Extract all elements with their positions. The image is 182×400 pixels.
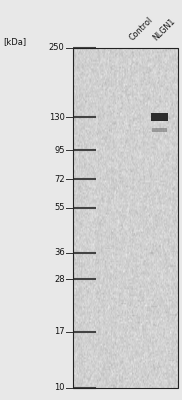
Bar (144, 260, 146, 262)
Bar (169, 360, 174, 361)
Bar (109, 261, 116, 262)
Bar (118, 315, 124, 316)
Bar (149, 299, 153, 302)
Bar (130, 315, 137, 316)
Bar (157, 367, 159, 368)
Bar (170, 314, 177, 316)
Bar (151, 114, 168, 121)
Bar (150, 360, 153, 362)
Bar (152, 128, 167, 132)
Bar (168, 352, 173, 354)
Bar (73, 48, 178, 388)
Text: 72: 72 (54, 175, 65, 184)
Bar (131, 288, 136, 290)
Bar (168, 286, 171, 287)
Bar (167, 246, 169, 248)
Bar (105, 369, 110, 370)
Text: 250: 250 (49, 44, 65, 52)
Bar (146, 308, 150, 311)
Text: NLGN1: NLGN1 (151, 16, 177, 42)
Bar (132, 233, 135, 236)
Bar (121, 303, 126, 304)
Text: Control: Control (128, 15, 155, 42)
Text: 130: 130 (49, 112, 65, 122)
Bar (115, 269, 118, 270)
Text: 95: 95 (54, 146, 65, 155)
Bar (124, 286, 131, 288)
Bar (148, 252, 155, 254)
Text: 36: 36 (54, 248, 65, 257)
Text: 55: 55 (54, 204, 65, 212)
Text: 10: 10 (54, 384, 65, 392)
Text: [kDa]: [kDa] (4, 37, 27, 46)
Text: 17: 17 (54, 328, 65, 336)
Bar (140, 294, 145, 296)
Bar (134, 306, 137, 308)
Bar (171, 251, 178, 252)
Bar (153, 324, 156, 326)
Bar (120, 362, 124, 364)
Bar (110, 270, 116, 271)
Bar (151, 306, 157, 307)
Bar (138, 300, 143, 302)
Text: 28: 28 (54, 275, 65, 284)
Bar (170, 265, 176, 267)
